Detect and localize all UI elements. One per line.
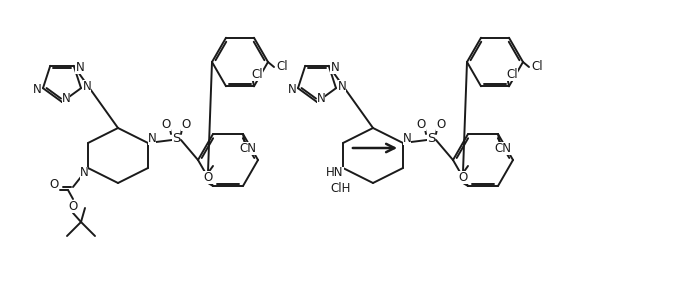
Text: S: S — [427, 132, 435, 145]
Text: Cl: Cl — [531, 61, 542, 74]
Text: N: N — [330, 61, 339, 74]
Text: Cl: Cl — [251, 68, 262, 81]
Text: N: N — [33, 83, 41, 96]
Text: O: O — [50, 178, 59, 191]
Text: O: O — [458, 171, 468, 184]
Text: N: N — [80, 166, 88, 180]
Text: Cl: Cl — [276, 61, 288, 74]
Text: N: N — [76, 61, 84, 74]
Text: N: N — [148, 132, 156, 145]
Text: CN: CN — [239, 141, 256, 155]
Text: O: O — [436, 118, 446, 130]
Text: HN: HN — [326, 166, 344, 180]
Text: Cl: Cl — [506, 68, 518, 81]
Text: N: N — [402, 132, 412, 145]
Text: O: O — [162, 118, 171, 130]
Text: N: N — [62, 93, 71, 106]
Text: O: O — [181, 118, 190, 130]
Text: ClH: ClH — [331, 182, 351, 194]
Text: O: O — [204, 171, 213, 184]
Text: CN: CN — [494, 141, 512, 155]
Text: O: O — [69, 200, 78, 212]
Text: N: N — [288, 83, 296, 96]
Text: S: S — [172, 132, 180, 145]
Text: N: N — [337, 80, 346, 93]
Text: N: N — [316, 93, 326, 106]
Text: N: N — [83, 80, 92, 93]
Text: O: O — [416, 118, 426, 130]
